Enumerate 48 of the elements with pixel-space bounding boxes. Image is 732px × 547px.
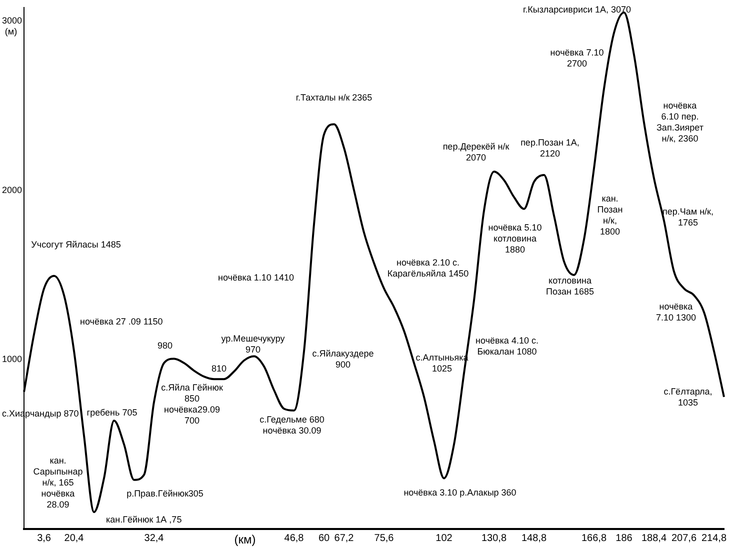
annotation: ночёвка 6.10 пер. Зап.Зиярет н/к, 2360 [656, 100, 704, 144]
annotation: ночёвка29.09 700 [164, 404, 220, 426]
annotation: ночёвка 4.10 с. Бюкалан 1080 [476, 335, 538, 356]
y-axis-title: (м) [4, 26, 18, 36]
annotation: ночёвка 2.10 с. Карагёльяйла 1450 [387, 257, 469, 278]
x-tick-label: 148,8 [521, 532, 547, 544]
y-tick-label: 2000 [2, 184, 22, 195]
x-tick-label: 166,8 [581, 532, 607, 544]
x-axis-title: (км) [234, 532, 256, 546]
annotation: с.Гёлтарла, 1035 [664, 386, 712, 408]
x-tick-label: 186 [616, 532, 633, 544]
annotation: 810 [211, 363, 227, 374]
annotation: пер.Дерекёй н/к 2070 [442, 141, 510, 162]
annotation: с.Гедельме 680 ночёвка 30.09 [260, 414, 324, 436]
annotation: 980 [157, 340, 173, 350]
annotation: г.Тахталы н/к 2365 [296, 92, 372, 102]
annotation: г.Кызларсивриси 1А, 3070 [522, 4, 632, 14]
annotation: гребень 705 [86, 407, 138, 418]
x-tick-label: 188,4 [641, 532, 667, 544]
annotation: ур.Мешечукуру 970 [221, 333, 286, 354]
x-tick-label: 3,6 [37, 532, 52, 544]
x-tick-label: 102 [436, 532, 453, 544]
annotation: пер.Позан 1А, 2120 [520, 137, 580, 158]
annotation: р.Прав.Гёйнюк305 [126, 488, 204, 498]
annotation: с.Яйлакуздере 900 [312, 348, 374, 370]
x-tick-label: 46,8 [284, 532, 304, 544]
x-tick-label: 130,8 [481, 532, 507, 544]
x-tick-label: 32,4 [144, 532, 164, 544]
x-tick-label: 214,8 [701, 532, 727, 544]
annotation: пер.Чам н/к, 1765 [662, 206, 714, 228]
annotation: ночёвка 7.10 1300 [656, 301, 696, 322]
x-tick-label: 75,6 [374, 532, 394, 544]
annotation: Учсогут Яйласы 1485 [31, 239, 121, 250]
y-tick-label: 1000 [2, 354, 22, 364]
y-tick-label: 3000 [2, 15, 22, 26]
annotation: ночёвка 5.10 котловина 1880 [488, 222, 542, 254]
x-tick-label: 60 [318, 532, 330, 544]
annotation: кан. Сарыпынар н/к, 165 ночёвка 28.09 [33, 455, 83, 510]
annotation: ночёвка 7.10 2700 [550, 47, 604, 68]
x-tick-label: 207,6 [671, 532, 697, 544]
annotation: кан.Гёйнюк 1А ,75 [106, 514, 182, 524]
annotation: кан. Позан н/к, 1800 [597, 193, 623, 236]
x-tick-label: 67,2 [334, 532, 354, 544]
annotation: ночёвка 1.10 1410 [218, 272, 294, 282]
annotation: ночёвка 27 .09 1150 [80, 316, 163, 326]
annotation: ночёвка 3.10 р.Алакыр 360 [404, 487, 516, 498]
x-tick-label: 20,4 [64, 532, 84, 544]
annotation: котловина Позан 1685 [546, 275, 594, 296]
